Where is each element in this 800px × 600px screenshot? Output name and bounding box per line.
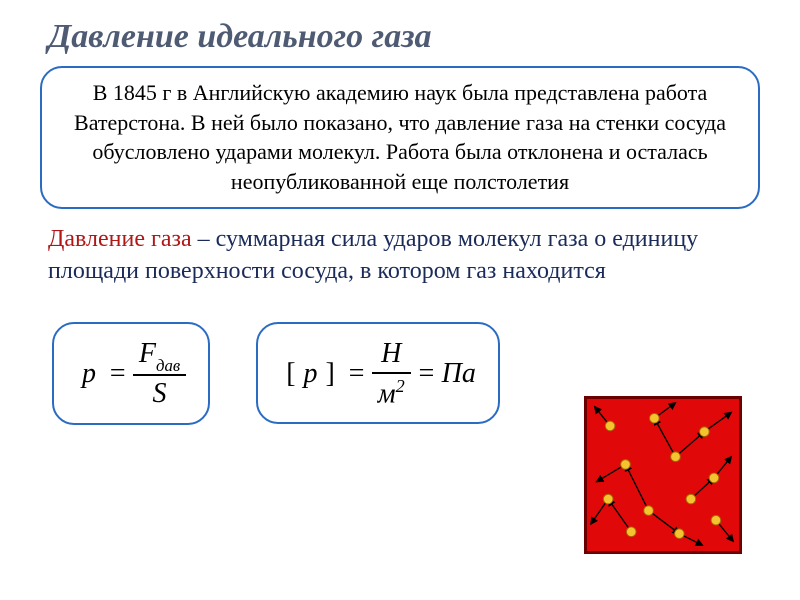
f2-den-exp: 2	[396, 376, 405, 396]
f1-num-sym: F	[139, 338, 156, 369]
slide-title: Давление идеального газа	[0, 0, 800, 66]
equals-sign: =	[411, 358, 442, 390]
gas-particles-svg	[587, 399, 739, 551]
history-callout: В 1845 г в Английскую академию наук была…	[40, 66, 760, 209]
formula-pressure-force-area: p = Fдав S	[52, 322, 210, 425]
equals-sign: =	[341, 358, 372, 390]
f2-rhs: Па	[442, 358, 476, 390]
f1-denominator: S	[147, 378, 173, 410]
f2-denominator: м2	[372, 376, 411, 411]
f2-fraction: Н м2	[372, 338, 411, 411]
definition-paragraph: Давление газа – суммарная сила ударов мо…	[48, 223, 760, 288]
f2-den-sym: м	[378, 378, 396, 409]
equals-sign: =	[102, 358, 133, 390]
gas-particles-diagram	[584, 396, 742, 554]
f2-numerator: Н	[375, 338, 407, 370]
f2-bracket-close: ]	[320, 358, 341, 390]
formula-pressure-units: [ p ] = Н м2 = Па	[256, 322, 500, 425]
fraction-bar	[372, 372, 411, 374]
definition-term: Давление газа	[48, 226, 192, 252]
f1-lhs: p	[76, 358, 102, 390]
callout-text: В 1845 г в Английскую академию наук была…	[74, 80, 726, 194]
f1-fraction: Fдав S	[133, 338, 186, 411]
f1-num-sub: дав	[156, 356, 180, 375]
f1-numerator: Fдав	[133, 338, 186, 373]
f2-bracket-open: [	[280, 358, 301, 390]
f2-lhs-var: p	[302, 358, 320, 390]
